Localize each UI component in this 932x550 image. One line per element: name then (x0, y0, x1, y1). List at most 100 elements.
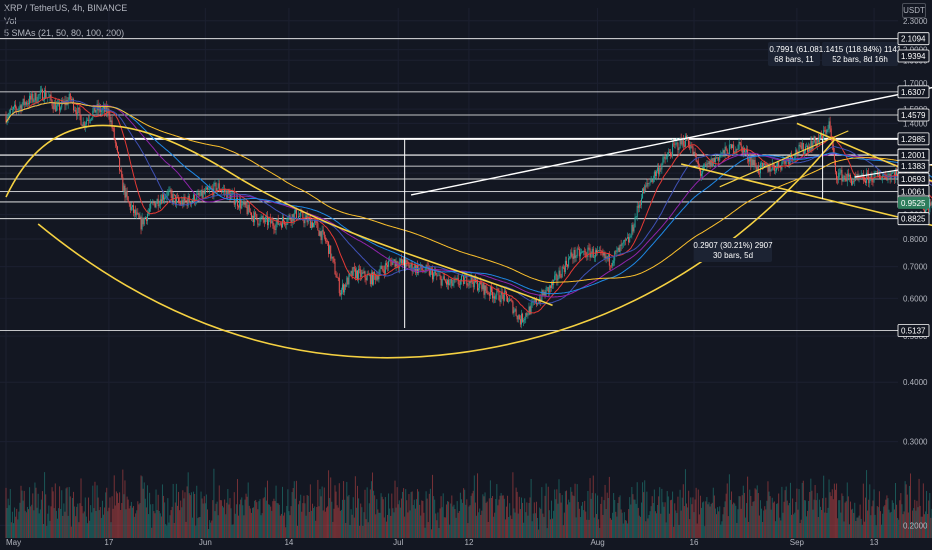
volume-bar (483, 496, 485, 538)
candle-body (526, 313, 528, 316)
volume-bar (905, 484, 907, 538)
candle-body (257, 219, 259, 225)
candle-body (434, 271, 436, 274)
volume-bar (482, 494, 484, 538)
volume-bar (586, 519, 588, 538)
volume-bar (514, 512, 516, 538)
volume-bar (920, 516, 922, 538)
volume-bar (602, 514, 604, 538)
candle-body (691, 146, 693, 147)
volume-bar (333, 508, 335, 538)
candle-body (39, 90, 41, 95)
volume-bar (455, 517, 457, 538)
volume-bar (720, 524, 722, 538)
time-axis: May17Jun14Jul12Aug16Sep13Oct18Nov (6, 538, 879, 547)
volume-bar (332, 521, 334, 538)
candle-body (574, 250, 576, 258)
volume-bar (381, 496, 383, 538)
candle-body (324, 237, 326, 242)
candle-body (30, 95, 32, 100)
candle-body (544, 291, 546, 296)
candle-body (559, 270, 561, 277)
candle-body (249, 212, 251, 213)
volume-bar (129, 505, 131, 538)
volume-bar (39, 509, 41, 538)
candle-body (751, 159, 753, 166)
volume-bar (388, 493, 390, 538)
candle-body (204, 189, 206, 194)
candle-body (528, 306, 530, 316)
volume-bar (146, 485, 148, 538)
volume-bar (671, 499, 673, 538)
volume-bar (449, 524, 451, 538)
candle-body (853, 181, 855, 182)
candle-body (128, 202, 130, 204)
candle-body (636, 205, 638, 217)
volume-bar (773, 501, 775, 538)
candle-body (248, 205, 250, 213)
sma-21-line (5, 96, 932, 314)
volume-bar (918, 478, 920, 538)
candle-body (844, 176, 846, 179)
volume-bar (254, 500, 256, 538)
sma-label: 5 SMAs (21, 50, 80, 100, 200) (4, 28, 125, 38)
candle-body (892, 172, 894, 174)
candle-body (726, 149, 728, 156)
candle-body (352, 267, 354, 276)
volume-bar (737, 509, 739, 538)
volume-bar (813, 499, 815, 538)
volume-bar (328, 470, 330, 538)
currency-badge[interactable]: USDT (902, 3, 926, 18)
candle-body (519, 319, 521, 325)
candle-body (706, 163, 708, 166)
candle-body (93, 105, 95, 111)
volume-bar (438, 527, 440, 538)
volume-bar (876, 506, 878, 538)
volume-bar (606, 492, 608, 538)
volume-bar (218, 485, 220, 538)
candle-body (659, 168, 661, 175)
volume-bar (75, 516, 77, 538)
volume-bar (387, 514, 389, 538)
volume-bar (189, 495, 191, 538)
volume-bar (797, 509, 799, 538)
candle-body (158, 204, 160, 207)
candle-body (392, 260, 394, 266)
volume-bar (276, 503, 278, 538)
volume-bar (302, 503, 304, 538)
candle-body (638, 204, 640, 208)
candle-body (575, 255, 577, 258)
candle-body (161, 194, 163, 204)
volume-bar (478, 512, 480, 538)
candle-body (273, 225, 275, 230)
candle-body (311, 222, 313, 228)
volume-bar (881, 524, 883, 538)
volume-bar (723, 507, 725, 538)
candle-body (105, 105, 107, 112)
candle-body (580, 251, 582, 253)
candle-body (723, 150, 725, 154)
volume-bar (19, 502, 21, 538)
candle-body (645, 185, 647, 187)
candle-body (440, 276, 442, 286)
candle-body (563, 267, 565, 273)
candle-body (182, 200, 184, 206)
candle-body (546, 287, 548, 288)
candle-body (494, 296, 496, 299)
volume-bar (38, 513, 40, 538)
volume-bar (241, 497, 243, 538)
candle-body (436, 274, 438, 276)
candle-body (197, 192, 199, 195)
candle-body (667, 152, 669, 156)
volume-bar (216, 501, 218, 538)
candle-body (833, 152, 835, 160)
volume-bar (821, 510, 823, 538)
volume-bar (726, 483, 728, 538)
y-tick-label: 0.8000 (903, 235, 928, 244)
volume-bar (130, 501, 132, 538)
volume-bar (379, 512, 381, 538)
candle-body (89, 120, 91, 122)
volume-bar (552, 518, 554, 538)
candle-body (503, 291, 505, 301)
